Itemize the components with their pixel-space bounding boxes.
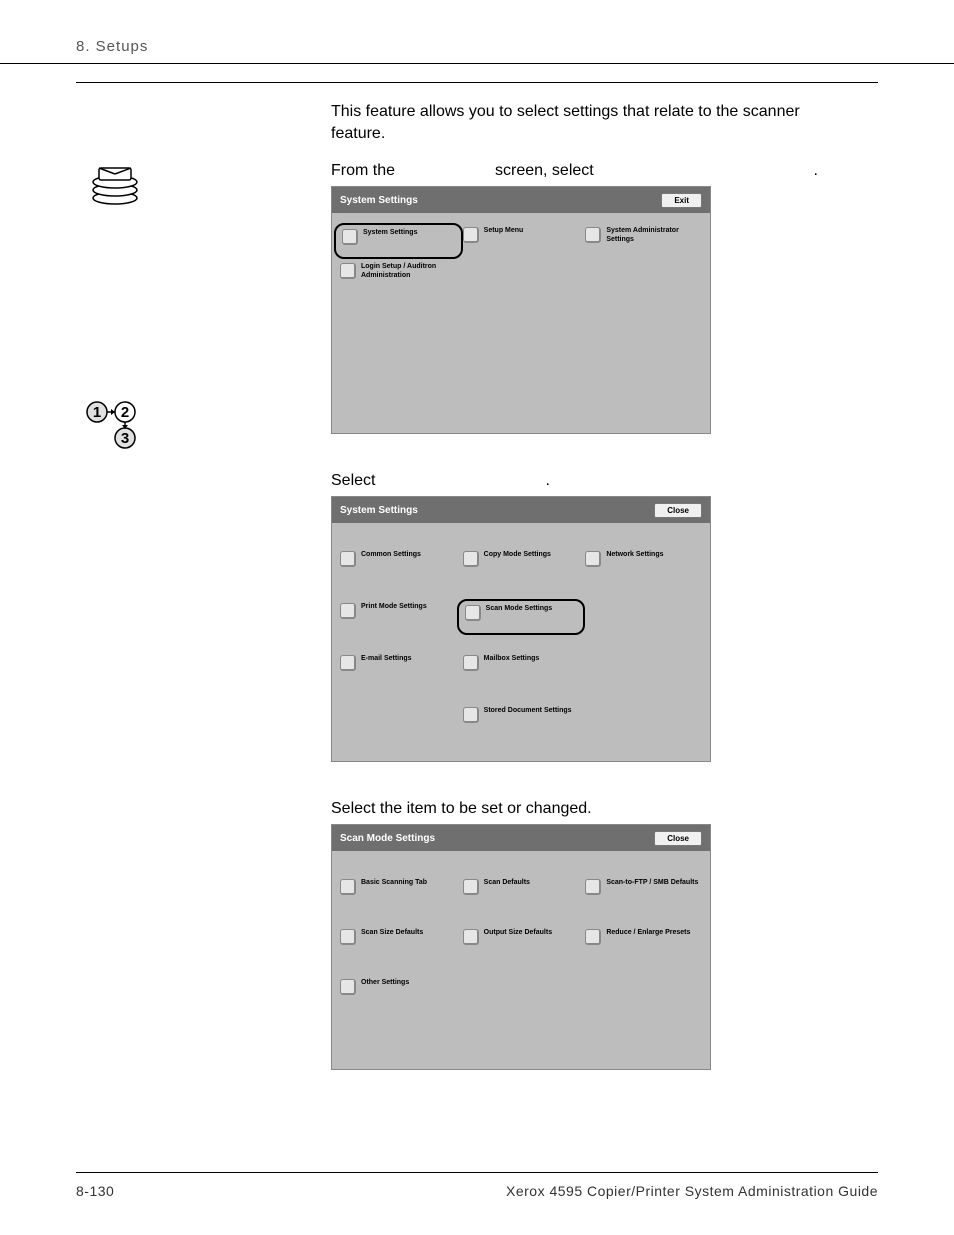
tile-scan-to-ftp-smb[interactable]: Scan-to-FTP / SMB Defaults xyxy=(585,879,702,907)
tile-icon xyxy=(463,655,479,671)
tile-login-auditron[interactable]: Login Setup / Auditron Administration xyxy=(340,263,457,291)
panel-title: Scan Mode Settings xyxy=(340,833,435,844)
tile-icon xyxy=(585,227,601,243)
tile-icon xyxy=(340,551,356,567)
panel-header: Scan Mode Settings Close xyxy=(332,825,710,851)
tile-setup-menu[interactable]: Setup Menu xyxy=(463,227,580,255)
tile-other-settings[interactable]: Other Settings xyxy=(340,979,457,1007)
note-icon xyxy=(76,162,151,208)
tile-scan-defaults[interactable]: Scan Defaults xyxy=(463,879,580,907)
tile-icon xyxy=(340,603,356,619)
tile-icon xyxy=(340,879,356,895)
step2-text: Select . xyxy=(331,472,878,490)
svg-text:1: 1 xyxy=(93,404,101,421)
step1-text: From the screen, select . xyxy=(331,162,878,180)
tile-icon xyxy=(585,879,601,895)
tile-copy-mode-settings[interactable]: Copy Mode Settings xyxy=(463,551,580,579)
tile-network-settings[interactable]: Network Settings xyxy=(585,551,702,579)
page-header: 8. Setups xyxy=(0,0,954,64)
step-3: Select the item to be set or changed. Sc… xyxy=(76,800,878,1092)
tile-icon xyxy=(340,929,356,945)
tile-icon xyxy=(463,551,479,567)
panel-header: System Settings Close xyxy=(332,497,710,523)
tile-basic-scanning-tab[interactable]: Basic Scanning Tab xyxy=(340,879,457,907)
tile-email-settings[interactable]: E-mail Settings xyxy=(340,655,457,683)
tile-print-mode-settings[interactable]: Print Mode Settings xyxy=(340,603,457,631)
close-button[interactable]: Close xyxy=(654,503,702,518)
tile-scan-mode-settings[interactable]: Scan Mode Settings xyxy=(457,599,586,635)
tile-icon xyxy=(585,551,601,567)
panel-body: System Settings Setup Menu System Admini… xyxy=(332,213,710,433)
steps-icon: 1 2 3 xyxy=(76,400,151,450)
tile-icon xyxy=(465,605,481,621)
close-button[interactable]: Close xyxy=(654,831,702,846)
tile-icon xyxy=(585,929,601,945)
svg-text:3: 3 xyxy=(121,430,129,447)
tile-icon xyxy=(340,263,356,279)
exit-button[interactable]: Exit xyxy=(661,193,702,208)
tile-mailbox-settings[interactable]: Mailbox Settings xyxy=(463,655,580,683)
step-1: From the screen, select . System Setting… xyxy=(76,162,878,456)
step-2: 1 2 3 Select . System Set xyxy=(76,472,878,784)
doc-title: Xerox 4595 Copier/Printer System Adminis… xyxy=(506,1183,878,1199)
tile-icon xyxy=(463,879,479,895)
page-footer: 8-130 Xerox 4595 Copier/Printer System A… xyxy=(76,1172,878,1199)
screenshot-system-settings-1: System Settings Exit System Settings Set… xyxy=(331,186,711,434)
page-number: 8-130 xyxy=(76,1183,114,1199)
step3-text: Select the item to be set or changed. xyxy=(331,800,878,818)
tile-icon xyxy=(463,227,479,243)
panel-header: System Settings Exit xyxy=(332,187,710,213)
intro-text: This feature allows you to select settin… xyxy=(331,101,838,144)
tile-system-settings[interactable]: System Settings xyxy=(334,223,463,259)
panel-title: System Settings xyxy=(340,195,418,206)
tile-scan-size-defaults[interactable]: Scan Size Defaults xyxy=(340,929,457,957)
tile-common-settings[interactable]: Common Settings xyxy=(340,551,457,579)
tile-icon xyxy=(340,655,356,671)
tile-output-size-defaults[interactable]: Output Size Defaults xyxy=(463,929,580,957)
panel-title: System Settings xyxy=(340,505,418,516)
tile-icon xyxy=(463,929,479,945)
tile-stored-doc-settings[interactable]: Stored Document Settings xyxy=(463,707,580,735)
screenshot-system-settings-2: System Settings Close Common Settings Co… xyxy=(331,496,711,762)
content: This feature allows you to select settin… xyxy=(0,83,954,1092)
header-text: 8. Setups xyxy=(76,38,148,55)
panel-body: Basic Scanning Tab Scan Defaults Scan-to… xyxy=(332,851,710,1069)
tile-sysadmin-settings[interactable]: System Administrator Settings xyxy=(585,227,702,255)
tile-reduce-enlarge-presets[interactable]: Reduce / Enlarge Presets xyxy=(585,929,702,957)
tile-icon xyxy=(342,229,358,245)
screenshot-scan-mode-settings: Scan Mode Settings Close Basic Scanning … xyxy=(331,824,711,1070)
svg-text:2: 2 xyxy=(121,404,129,421)
tile-icon xyxy=(340,979,356,995)
panel-body: Common Settings Copy Mode Settings Netwo… xyxy=(332,523,710,761)
tile-icon xyxy=(463,707,479,723)
